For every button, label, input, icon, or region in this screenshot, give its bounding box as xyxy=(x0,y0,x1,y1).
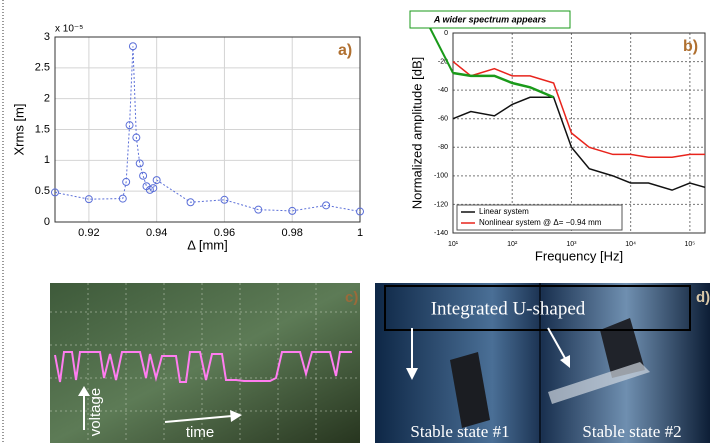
x-tick-label: 10¹ xyxy=(448,241,459,248)
x-tick-label: 0.98 xyxy=(282,227,303,239)
y-tick-label: -60 xyxy=(438,116,448,123)
y-tick-label: -120 xyxy=(434,201,448,208)
data-point xyxy=(152,176,161,185)
panel-label: d) xyxy=(696,289,710,306)
y-tick-label: -140 xyxy=(434,230,448,237)
data-point xyxy=(220,195,229,204)
data-point xyxy=(84,195,93,204)
device-photo xyxy=(375,283,710,443)
y-tick-label: 1.5 xyxy=(35,123,50,135)
legend-box xyxy=(456,204,623,231)
data-point xyxy=(139,171,148,180)
y-axis-label: Normalized amplitude [dB] xyxy=(409,57,424,209)
x-tick-label: 0.96 xyxy=(214,227,235,239)
data-point xyxy=(125,121,134,130)
data-point xyxy=(132,133,141,142)
x-tick-label: 0.92 xyxy=(78,227,99,239)
data-point xyxy=(128,42,137,51)
y-tick-label: -20 xyxy=(438,58,448,65)
x-tick-label: 0.94 xyxy=(146,227,167,239)
x-tick-label: 10² xyxy=(507,241,518,248)
y-tick-label: -40 xyxy=(438,87,448,94)
annotation-pointer xyxy=(429,27,454,74)
state-label: Stable state #1 xyxy=(410,422,509,441)
axis-multiplier: x 10⁻⁵ xyxy=(55,24,83,35)
series-line xyxy=(54,46,361,213)
y-tick-label: 0.5 xyxy=(35,185,50,197)
x-arrow-label: time xyxy=(186,424,214,441)
x-tick-label: 10⁴ xyxy=(625,241,636,248)
legend-label: Linear system xyxy=(479,207,529,216)
y-tick-label: -80 xyxy=(438,144,448,151)
x-axis-label: Frequency [Hz] xyxy=(535,248,623,263)
y-tick-label: 3 xyxy=(44,31,50,43)
x-tick-label: 10³ xyxy=(566,241,577,248)
data-point xyxy=(322,201,331,210)
x-tick-label: 1 xyxy=(357,227,363,239)
data-point xyxy=(186,198,195,207)
state-label: Stable state #2 xyxy=(582,422,681,441)
data-point xyxy=(288,206,297,215)
annotation-curve xyxy=(452,71,555,99)
y-tick-label: 2.5 xyxy=(35,62,50,74)
series-line xyxy=(452,60,705,159)
data-point xyxy=(118,194,127,203)
y-tick-label: 1 xyxy=(44,154,50,166)
oscilloscope-photo xyxy=(50,283,360,443)
annotation-text: A wider spectrum appears xyxy=(433,14,546,24)
panel-label: b) xyxy=(683,38,698,55)
y-tick-label: 0 xyxy=(44,216,50,228)
y-tick-label: -100 xyxy=(434,173,448,180)
panel-label: a) xyxy=(338,42,352,59)
plot-frame xyxy=(54,36,361,223)
legend-label: Nonlinear system @ Δ= −0.94 mm xyxy=(479,218,602,227)
x-tick-label: 10⁵ xyxy=(685,241,696,248)
y-axis-label: Xrms [m] xyxy=(11,104,26,156)
y-tick-label: 0 xyxy=(444,30,448,37)
data-point xyxy=(356,207,364,216)
data-point xyxy=(149,184,158,193)
x-axis-label: Δ [mm] xyxy=(187,237,227,252)
data-point xyxy=(51,188,59,197)
series-line xyxy=(452,96,706,191)
data-point xyxy=(254,205,263,214)
plot-area xyxy=(453,33,705,233)
y-tick-label: 2 xyxy=(44,93,50,105)
caption: Integrated U-shaped xyxy=(431,298,586,319)
data-point xyxy=(122,177,131,186)
y-arrow-label: voltage xyxy=(87,388,104,436)
annotation-box xyxy=(409,10,571,29)
panel-label: c) xyxy=(345,289,358,306)
plot-frame xyxy=(452,32,706,234)
data-point xyxy=(135,159,144,168)
